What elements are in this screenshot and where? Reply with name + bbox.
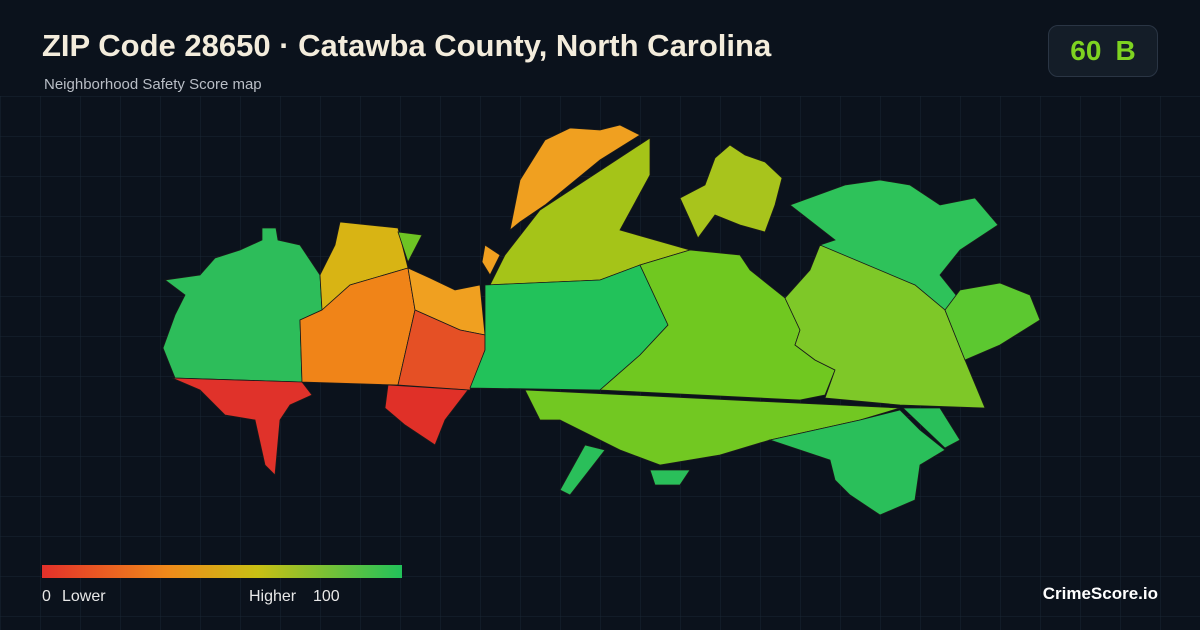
title: ZIP Code 28650 · Catawba County, North C… <box>42 28 772 63</box>
regions <box>162 124 1041 516</box>
score-badge: 60 B <box>1048 25 1158 77</box>
legend-max-label: Higher <box>249 588 297 605</box>
legend-min-label: Lower <box>62 588 106 605</box>
subtitle: Neighborhood Safety Score map <box>44 76 262 93</box>
legend-gradient <box>42 565 402 578</box>
legend-max: 100 <box>313 588 340 605</box>
legend-min: 0 <box>42 588 51 605</box>
score-value: 60 <box>1070 35 1102 66</box>
score-grade: B <box>1115 35 1136 66</box>
brand: CrimeScore.io <box>1042 584 1158 603</box>
